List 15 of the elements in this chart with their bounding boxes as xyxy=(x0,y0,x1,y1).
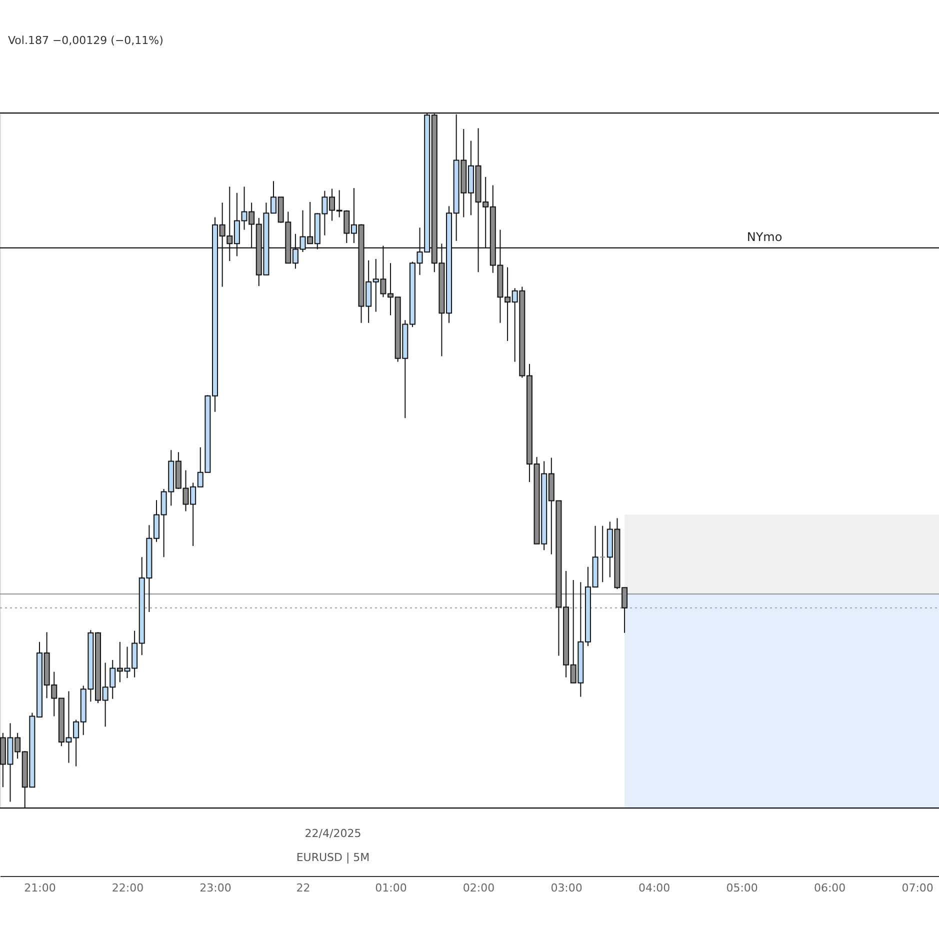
x-tick-label: 02:00 xyxy=(462,882,495,894)
x-tick-label: 23:00 xyxy=(200,882,232,894)
text: 22/4/2025 xyxy=(304,827,362,840)
x-tick-label: 07:00 xyxy=(902,882,934,894)
ref-line-label: NYmo xyxy=(746,230,782,244)
x-tick-label: 06:00 xyxy=(814,882,846,894)
text: Vol.187 −0,00129 (−0,11%) xyxy=(8,34,164,47)
x-tick-label: 04:00 xyxy=(638,882,670,894)
text: EURUSD | 5M xyxy=(296,851,370,864)
x-tick-label: 22 xyxy=(296,882,310,894)
x-tick-label: 22:00 xyxy=(112,882,144,894)
x-tick-label: 01:00 xyxy=(375,882,407,894)
x-tick-label: 05:00 xyxy=(726,882,758,894)
x-tick-label: 21:00 xyxy=(24,882,56,894)
x-tick-label: 03:00 xyxy=(550,882,582,894)
